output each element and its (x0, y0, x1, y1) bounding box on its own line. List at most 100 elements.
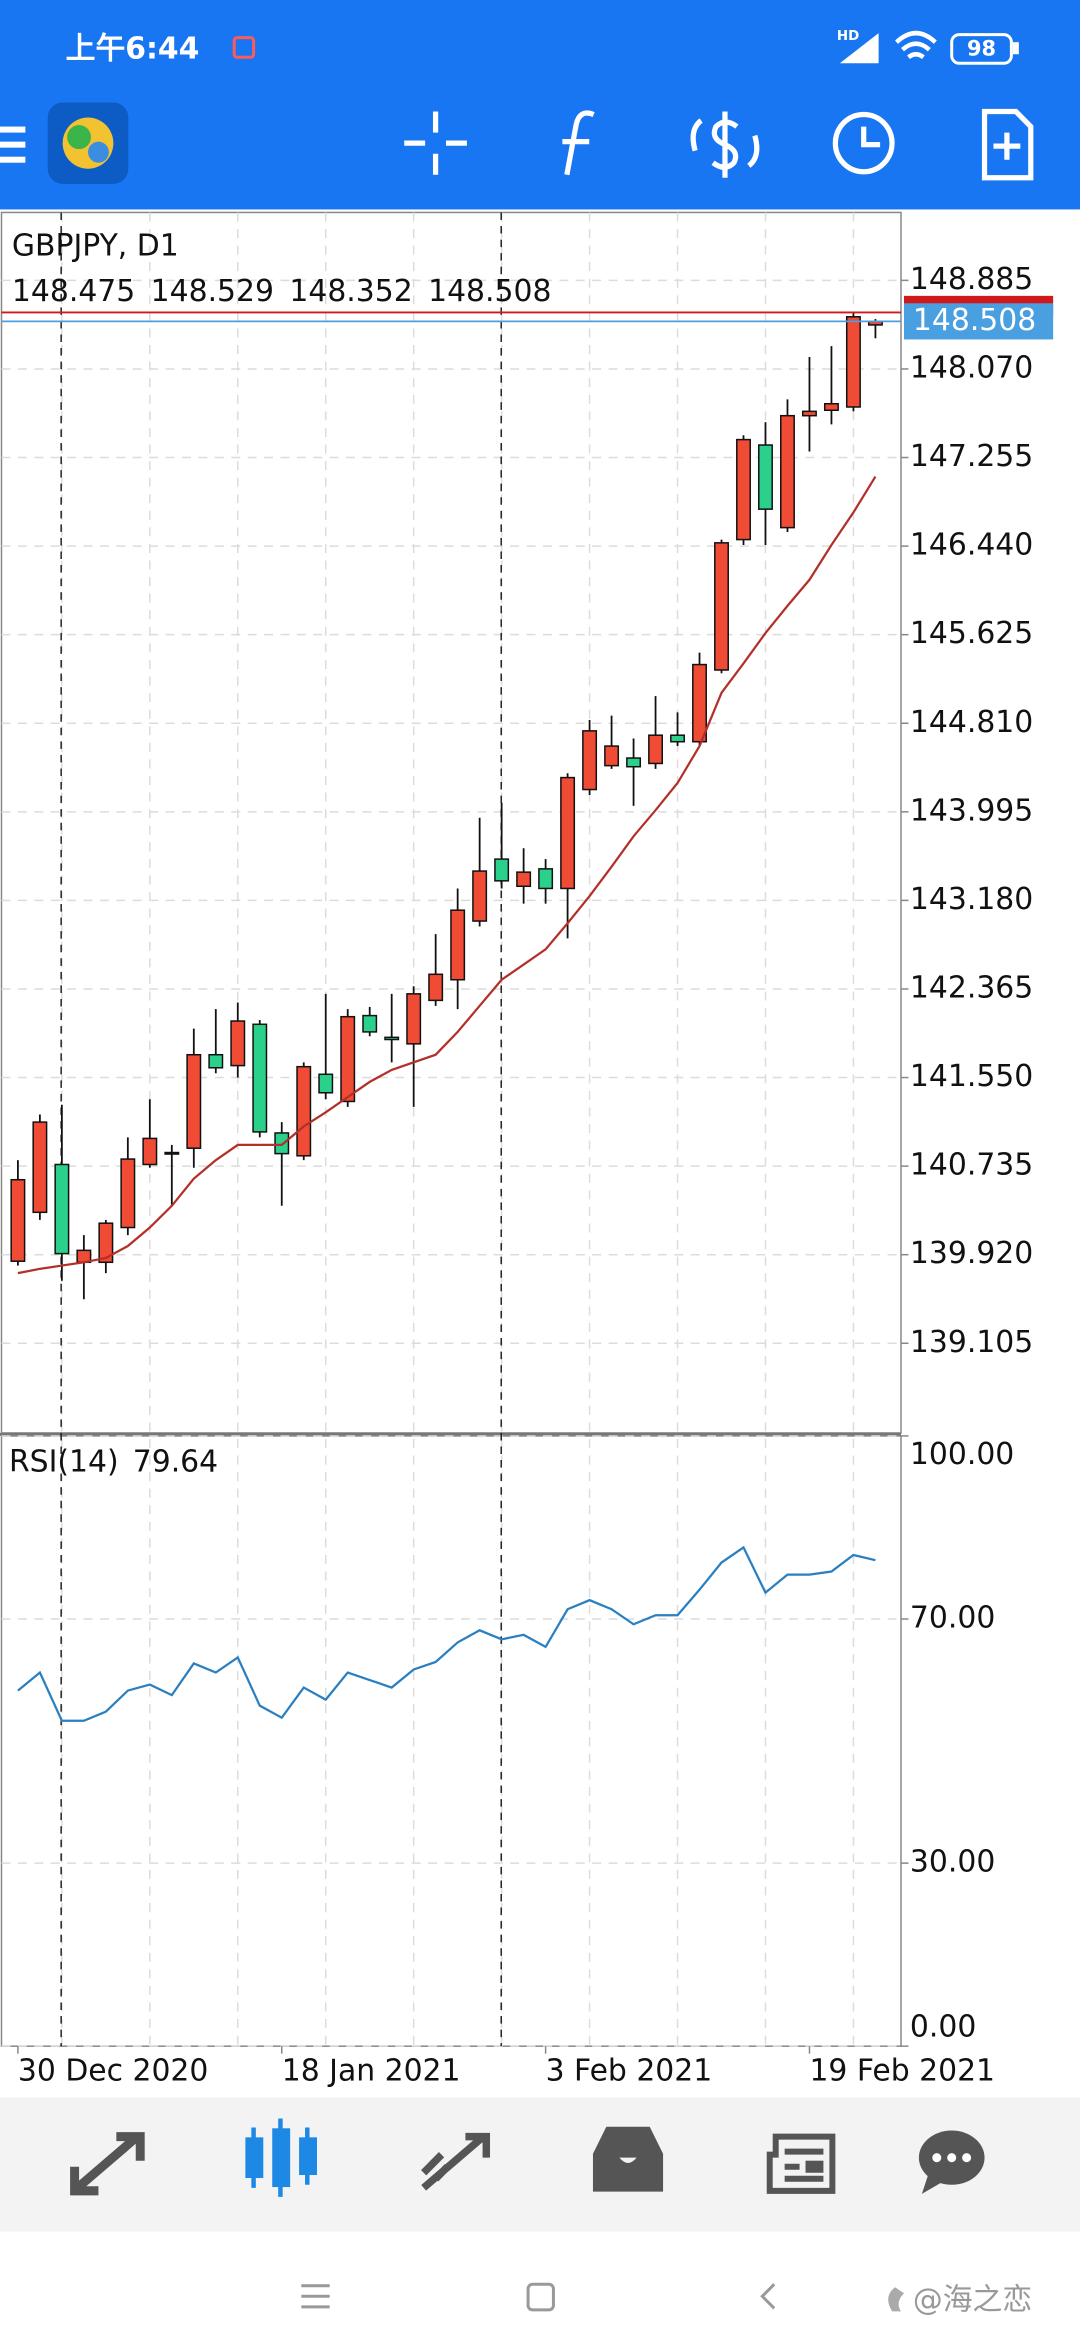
rsi-y-tick-label: 30.00 (910, 1845, 995, 1880)
menu-bar (0, 156, 26, 163)
candle-body (604, 745, 620, 767)
candle-body (538, 868, 554, 890)
watermark: @海之恋 (913, 2282, 1032, 2317)
y-tick-label: 144.810 (910, 705, 1033, 740)
candle-body (582, 730, 598, 791)
chat-dot (932, 2153, 942, 2163)
dollar-icon (711, 111, 739, 178)
menu-button[interactable] (0, 126, 26, 163)
signal-icon (839, 33, 879, 64)
bottom-nav (0, 2097, 1080, 2232)
logo-detail (67, 125, 91, 150)
candle-body (802, 410, 817, 417)
candle-body (252, 1023, 268, 1133)
network-label: HD (837, 28, 859, 44)
candle-body (296, 1065, 312, 1157)
candle-body (98, 1222, 114, 1264)
candle-body (142, 1137, 158, 1166)
candle-body (494, 858, 510, 882)
x-tick-label: 18 Jan 2021 (282, 2053, 461, 2088)
history-icon (592, 2126, 664, 2192)
y-tick-label: 145.625 (910, 616, 1033, 651)
candle-body (780, 414, 795, 529)
candle-body (714, 542, 729, 671)
rsi-y-tick-label: 100.00 (910, 1437, 1014, 1472)
candle-body (406, 993, 422, 1045)
notification-icon (232, 36, 256, 59)
y-tick-label: 139.920 (910, 1236, 1033, 1271)
x-tick-label: 3 Feb 2021 (546, 2053, 713, 2088)
candle-body (120, 1158, 136, 1229)
clock: 上午6:44 (66, 31, 200, 66)
clock-hands (861, 126, 881, 148)
candle-body (626, 757, 642, 768)
y-tick-label: 146.440 (910, 528, 1033, 563)
candle-body (164, 1151, 180, 1155)
moving-average (17, 475, 877, 1275)
chat-dot (947, 2153, 957, 2163)
arrows-icon (690, 118, 760, 168)
candle-body (560, 776, 576, 890)
candle-body (648, 734, 664, 765)
system-home-button[interactable] (526, 2282, 555, 2312)
menu-bar (0, 141, 26, 148)
trade-tab[interactable] (421, 2132, 491, 2191)
quotes-tab[interactable] (70, 2132, 145, 2196)
candle-body (318, 1073, 334, 1094)
crosshair-icon (404, 111, 467, 175)
ohlc-open: 148.475 (12, 274, 135, 309)
chat-dot (962, 2153, 972, 2163)
rsi-value: 79.64 (133, 1444, 218, 1479)
y-tick-label: 141.550 (910, 1059, 1033, 1094)
candle-body (274, 1132, 290, 1155)
rsi-y-tick-label: 70.00 (910, 1600, 995, 1635)
rsi-name: RSI(14) (9, 1444, 119, 1479)
crosshair-button[interactable] (404, 111, 467, 175)
candle-body (54, 1163, 70, 1255)
y-tick-label: 148.885 (910, 262, 1033, 297)
candle-body (230, 1020, 246, 1067)
candle-body (450, 909, 466, 981)
clock-icon (832, 111, 895, 175)
candle-body (670, 734, 685, 743)
timeframe-button[interactable] (832, 111, 895, 175)
news-icon-box (805, 2160, 824, 2173)
chat-tab[interactable] (918, 2130, 985, 2194)
chart-icon-wicks (251, 2118, 310, 2197)
candle-body (692, 663, 707, 743)
y-tick-label: 142.365 (910, 970, 1033, 1005)
wifi-icon (895, 30, 937, 60)
candle-body (362, 1014, 378, 1033)
ohlc-close: 148.508 (428, 274, 551, 309)
y-tick-label: 140.735 (910, 1148, 1033, 1183)
x-tick-label: 30 Dec 2020 (18, 2053, 208, 2088)
trade-button[interactable] (690, 111, 760, 178)
candle-body (758, 444, 773, 510)
candle-body (823, 402, 839, 412)
symbol-title: GBPJPY, D1 (12, 229, 179, 264)
template-button[interactable] (981, 108, 1034, 181)
candle-body (10, 1178, 26, 1262)
trade-icon (421, 2132, 491, 2191)
news-icon (766, 2133, 836, 2194)
rsi-y-tick-label: 0.00 (910, 2010, 976, 2045)
logo-detail (88, 141, 109, 163)
ohlc-high: 148.529 (151, 274, 274, 309)
battery-tip (1012, 42, 1019, 55)
price-panel (0, 211, 902, 1434)
battery-icon (950, 33, 1013, 65)
candle-body (208, 1053, 224, 1069)
plot (1, 311, 901, 1722)
indicators-button[interactable] (562, 110, 595, 176)
rsi-line (17, 1545, 876, 1722)
menu-bar (0, 126, 26, 133)
system-menu-button[interactable] (301, 2284, 330, 2309)
news-tab[interactable] (766, 2133, 836, 2194)
chat-tail (921, 2175, 943, 2194)
candle-body (845, 316, 861, 408)
system-back-button[interactable] (760, 2283, 776, 2310)
battery-level: 98 (967, 37, 996, 61)
history-tab[interactable] (592, 2126, 664, 2192)
chart-tab[interactable] (245, 2118, 317, 2197)
